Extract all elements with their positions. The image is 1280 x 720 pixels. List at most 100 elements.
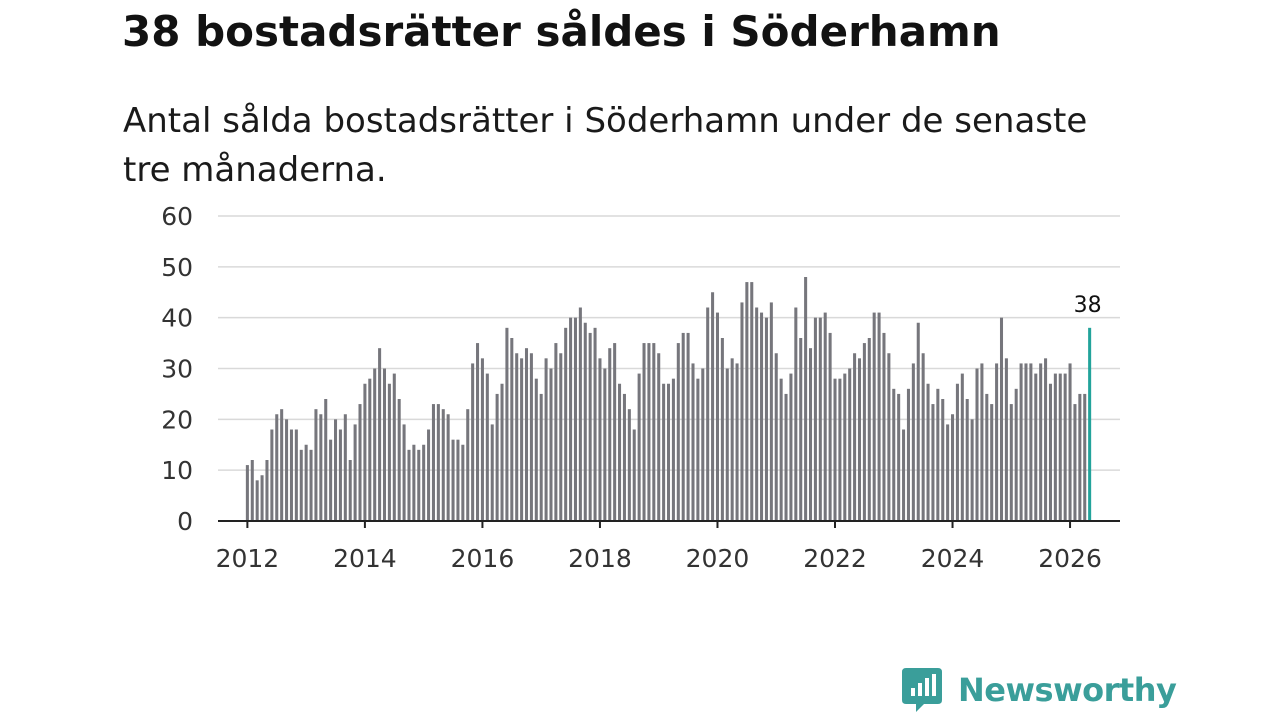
bar [583, 322, 587, 521]
bar [1068, 363, 1072, 521]
bar [329, 439, 333, 521]
bar [1019, 363, 1023, 521]
bar [960, 373, 964, 521]
bar [270, 429, 274, 521]
bar [343, 414, 347, 521]
bar [392, 373, 396, 521]
bar [510, 338, 514, 521]
bar [995, 363, 999, 521]
bar [1063, 373, 1067, 521]
bar [363, 383, 367, 521]
y-tick-label: 10 [161, 456, 193, 485]
bar [828, 332, 832, 521]
bar [534, 378, 538, 521]
bar [936, 388, 940, 521]
bar [779, 378, 783, 521]
bar [314, 409, 318, 521]
y-tick-label: 60 [161, 202, 193, 231]
bar [848, 368, 852, 521]
bar [990, 404, 994, 521]
bar [725, 368, 729, 521]
bar [245, 465, 249, 521]
bar [275, 414, 279, 521]
bar [461, 444, 465, 521]
bar [368, 378, 372, 521]
bar [691, 363, 695, 521]
bar [1034, 373, 1038, 521]
bar [706, 307, 710, 521]
bar [299, 449, 303, 521]
bar [862, 343, 866, 521]
bar [657, 353, 661, 521]
bar [897, 393, 901, 521]
y-tick-label: 20 [161, 405, 193, 434]
bar [334, 419, 338, 521]
bar [613, 343, 617, 521]
bar [887, 353, 891, 521]
bar-highlight [1088, 327, 1092, 521]
bar [843, 373, 847, 521]
bar [789, 373, 793, 521]
bar [985, 393, 989, 521]
bar [867, 338, 871, 521]
bar [647, 343, 651, 521]
bar [412, 444, 416, 521]
labels: 0 10 20 30 40 50 60 38 2012 2014 2016 2018 2020 2022 2… [161, 202, 1102, 573]
x-tick-label: 2018 [568, 544, 632, 573]
bar [764, 317, 768, 521]
bar [500, 383, 504, 521]
chart-title: 38 bostadsrätter såldes i Söderhamn [122, 7, 1001, 56]
bar [696, 378, 700, 521]
y-tick-label: 30 [161, 355, 193, 384]
bar [872, 312, 876, 521]
bar [906, 388, 910, 521]
value-label: 38 [1074, 293, 1102, 318]
bar [294, 429, 298, 521]
bar [853, 353, 857, 521]
bar [926, 383, 930, 521]
x-tick-label: 2020 [686, 544, 750, 573]
bar [324, 399, 328, 521]
bar [250, 460, 254, 521]
bar [618, 383, 622, 521]
bar [809, 348, 813, 521]
bar [1004, 358, 1008, 521]
bar [402, 424, 406, 521]
bar [627, 409, 631, 521]
bar [471, 363, 475, 521]
bar [466, 409, 470, 521]
bar [1014, 388, 1018, 521]
bar [916, 322, 920, 521]
bar [799, 338, 803, 521]
bar [373, 368, 377, 521]
bar [813, 317, 817, 521]
bar [735, 363, 739, 521]
bar [564, 327, 568, 521]
bar [1024, 363, 1028, 521]
bar [260, 475, 264, 521]
bar [451, 439, 455, 521]
bar [578, 307, 582, 521]
bar [642, 343, 646, 521]
bar [970, 419, 974, 521]
bar [622, 393, 626, 521]
bar [309, 449, 313, 521]
bar [1078, 393, 1082, 521]
bar [593, 327, 597, 521]
bar [1009, 404, 1013, 521]
bar [544, 358, 548, 521]
bar [387, 383, 391, 521]
bar [1029, 363, 1033, 521]
x-tick-label: 2014 [333, 544, 397, 573]
bar [1053, 373, 1057, 521]
x-tick-label: 2026 [1038, 544, 1102, 573]
bar [338, 429, 342, 521]
axes [218, 520, 1120, 528]
bar [671, 378, 675, 521]
y-tick-label: 0 [177, 507, 193, 536]
bar [603, 368, 607, 521]
bar [529, 353, 533, 521]
bar [319, 414, 323, 521]
